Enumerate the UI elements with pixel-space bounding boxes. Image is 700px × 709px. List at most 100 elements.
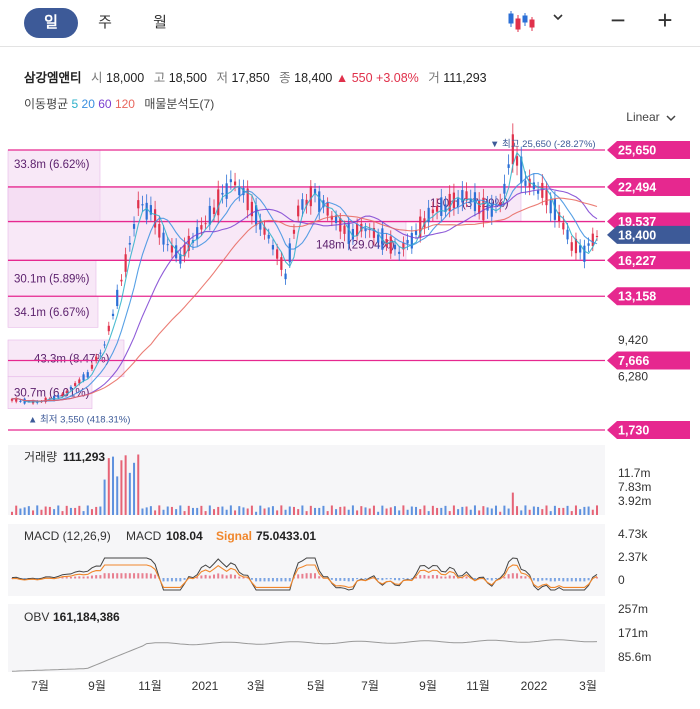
candle-body (541, 182, 544, 198)
volume-bar (200, 505, 203, 515)
candle-body (457, 198, 460, 206)
x-axis-tick-label: 2022 (521, 679, 548, 693)
stock-name: 삼강엠앤티 (24, 71, 82, 85)
candle-body (372, 227, 376, 238)
macd-histogram-bar (305, 573, 308, 579)
candle-body (10, 398, 14, 401)
macd-histogram-bar (40, 578, 43, 579)
macd-histogram-bar (128, 573, 131, 579)
x-axis-tick-label: 2021 (192, 679, 219, 693)
candle-body (313, 188, 317, 194)
volume-bar (204, 511, 207, 515)
price-level-tag (607, 251, 690, 270)
candle-body (435, 206, 439, 212)
volume-bar (32, 510, 35, 515)
macd-histogram-bar (69, 577, 72, 579)
signal-line (11, 564, 598, 589)
volume-bar (436, 507, 439, 515)
macd-histogram-bar (154, 574, 157, 579)
volume-bar (339, 506, 342, 515)
candle-body (74, 383, 77, 386)
candle-body (242, 187, 245, 196)
volume-profile-bar (7, 376, 93, 409)
macd-histogram-bar (541, 578, 544, 581)
tab-week[interactable]: 주 (98, 14, 112, 31)
candle-body (23, 398, 26, 404)
volume-bar (246, 508, 249, 515)
moving-average-line (11, 151, 598, 403)
candle-body (486, 204, 489, 211)
price-level-tag (607, 421, 690, 439)
volume-bar (574, 505, 577, 515)
tab-day[interactable]: 일 (24, 8, 78, 38)
volume-bar (120, 460, 123, 515)
volume-bar (133, 462, 136, 515)
macd-histogram-bar (318, 576, 321, 579)
volume-profile-bar (7, 186, 522, 222)
price-level-label: 25,650 (618, 144, 656, 158)
volume-bar (511, 492, 514, 515)
volume-bar (229, 505, 232, 515)
macd-histogram-bar (465, 576, 468, 579)
volume-bar (326, 511, 329, 515)
volume-bar (419, 509, 422, 515)
macd-histogram-bar (95, 575, 98, 579)
candle-body (229, 179, 232, 183)
tab-month[interactable]: 월 (153, 14, 167, 31)
macd-histogram-bar (562, 578, 565, 582)
volume-bar (107, 458, 110, 515)
price-level-tag (607, 287, 690, 306)
candle-body (259, 220, 262, 230)
macd-histogram-bar (448, 575, 451, 579)
zoom-in-button[interactable]: + (657, 5, 673, 35)
macd-histogram-bar (537, 578, 540, 582)
macd-histogram-bar (175, 578, 178, 582)
candle-body (208, 205, 211, 225)
volume-bar (276, 510, 279, 515)
chevron-down-icon[interactable] (552, 11, 564, 26)
price-level-label: 1,730 (618, 424, 649, 438)
candle-body (343, 225, 346, 234)
scale-mode-dropdown[interactable]: Linear (626, 110, 676, 124)
macd-axis-label: 2.37k (618, 550, 648, 564)
volume-bar (402, 505, 405, 515)
price-level-tag (607, 351, 690, 370)
volume-bar (410, 506, 413, 515)
volume-bar (36, 505, 39, 515)
volume-profile-label: 34.1m (6.67%) (14, 307, 90, 319)
candle-body (536, 190, 540, 194)
candle-body (595, 235, 599, 237)
candle-body (309, 186, 312, 207)
candle-body (591, 233, 594, 247)
price-level-label: 7,666 (618, 354, 649, 368)
volume-bar (297, 509, 300, 515)
volume-bar (309, 505, 312, 515)
volume-bar (250, 505, 253, 515)
candle-body (579, 245, 582, 253)
zoom-out-button[interactable]: − (610, 5, 626, 35)
low-label: 저 (216, 71, 228, 85)
volume-bar (314, 507, 317, 515)
volume-bar (406, 509, 409, 515)
macd-histogram-bar (393, 578, 396, 581)
volume-bar (48, 506, 51, 515)
volume-panel-value: 111,293 (63, 450, 105, 464)
macd-histogram-bar (276, 578, 279, 582)
volume-bar (99, 506, 102, 515)
candle-body (158, 223, 161, 238)
obv-value: 161,184,386 (53, 610, 120, 624)
volume-bar (494, 505, 497, 515)
volume-bar (57, 505, 60, 515)
moving-average-line (11, 188, 598, 402)
candlestick-icon[interactable] (508, 10, 536, 34)
moving-average-legend[interactable]: 이동평균 5 20 60 120 매물분석도(7) (24, 95, 214, 112)
current-price-label: 18,400 (618, 228, 656, 242)
volume-bar (128, 472, 131, 515)
candle-body (255, 205, 258, 226)
volume-label: 거 (428, 71, 440, 85)
volume-bar (95, 506, 98, 515)
macd-histogram-bar (234, 574, 237, 579)
chevron-down-icon (666, 115, 676, 121)
volume-bar (162, 509, 165, 515)
candle-body (280, 257, 283, 270)
